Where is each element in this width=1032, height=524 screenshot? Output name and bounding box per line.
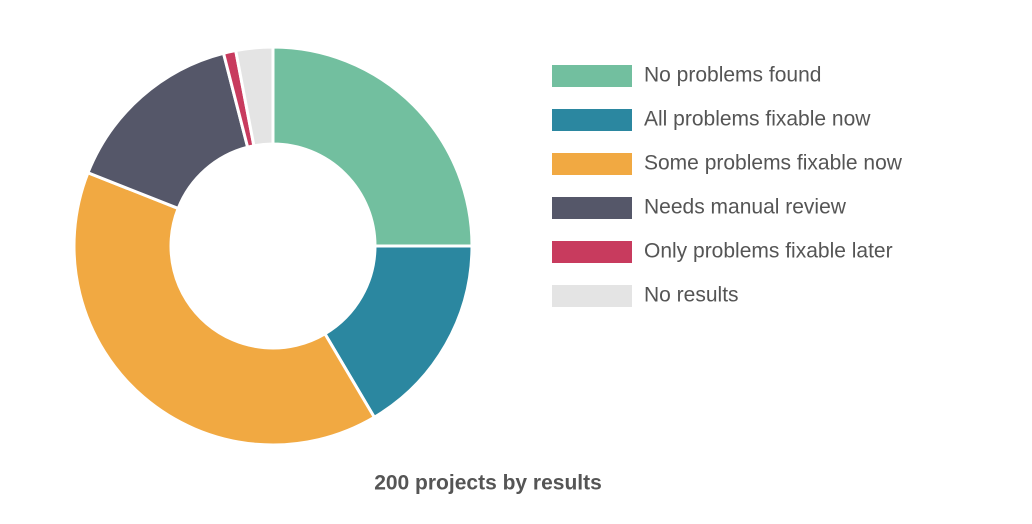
- legend-label: Some problems fixable now: [644, 152, 903, 175]
- pie-slice: [233, 45, 275, 148]
- pie-slice: [271, 45, 474, 248]
- legend-label: All problems fixable now: [644, 108, 871, 131]
- legend-label: No problems found: [644, 64, 821, 87]
- legend-label: Only problems fixable later: [644, 240, 893, 263]
- pie-slice: [322, 244, 474, 420]
- legend-swatch: [552, 197, 632, 219]
- legend-swatch: [552, 153, 632, 175]
- chart-title: 200 projects by results: [374, 472, 602, 495]
- legend-label: Needs manual review: [644, 196, 847, 219]
- legend-label: No results: [644, 284, 739, 307]
- legend-swatch: [552, 241, 632, 263]
- legend-swatch: [552, 65, 632, 87]
- pie-slice: [72, 170, 377, 447]
- legend-swatch: [552, 109, 632, 131]
- legend-swatch: [552, 285, 632, 307]
